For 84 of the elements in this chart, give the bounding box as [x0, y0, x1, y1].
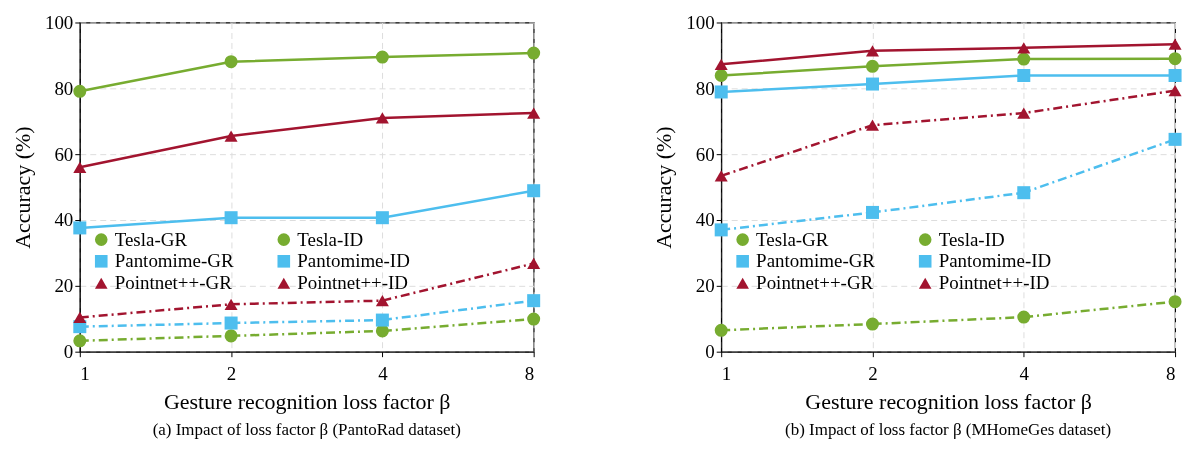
y-tick-label: 40: [54, 209, 74, 231]
point: [224, 316, 238, 330]
point: [527, 184, 541, 198]
point: [1017, 186, 1031, 200]
y-tick-label: 20: [54, 275, 74, 297]
y-tick-label: 60: [54, 143, 74, 165]
point: [1168, 52, 1182, 66]
x-tick-label: 8: [1166, 363, 1176, 385]
point: [865, 59, 879, 73]
point: [375, 313, 389, 327]
point: [714, 69, 728, 82]
point: [224, 329, 238, 343]
x-tick-label: 4: [1019, 363, 1030, 385]
point: [527, 46, 541, 60]
point: [73, 221, 87, 235]
y-axis-title: Accuracy (%): [9, 126, 35, 249]
point: [865, 317, 879, 331]
point: [1168, 132, 1182, 146]
point: [527, 312, 541, 326]
legend-label: Tesla-ID: [297, 228, 364, 250]
x-tick-label: 2: [868, 363, 878, 385]
point: [527, 257, 541, 270]
point: [714, 223, 728, 237]
point: [1168, 68, 1182, 82]
point: [527, 294, 541, 308]
point: [1017, 68, 1031, 82]
x-axis-title: Gesture recognition loss factor β: [163, 389, 451, 415]
y-tick-label: 100: [44, 11, 74, 33]
point: [714, 170, 728, 182]
legend-label: Pointnet++-ID: [297, 272, 409, 294]
legend-label: Tesla-ID: [938, 228, 1005, 250]
legend-label: Pantomime-ID: [938, 250, 1052, 272]
y-tick-label: 20: [695, 275, 715, 297]
x-tick-label: 2: [226, 363, 237, 385]
x-tick-label: 1: [80, 363, 90, 385]
y-tick-label: 80: [695, 77, 715, 99]
point: [73, 84, 87, 98]
point: [1017, 107, 1031, 119]
point: [73, 161, 87, 173]
point: [1017, 52, 1031, 66]
text: (b) Impact of loss factor β (MHomeGes dataset): [785, 420, 1112, 440]
legend-label: Tesla-GR: [114, 228, 188, 250]
point: [865, 77, 879, 91]
y-tick-label: 0: [63, 341, 74, 363]
point: [375, 295, 389, 307]
point: [73, 334, 87, 348]
point: [714, 85, 728, 99]
x-tick-label: 8: [524, 363, 535, 385]
point: [865, 45, 879, 57]
point: [73, 311, 87, 324]
point: [224, 130, 238, 142]
point: [1017, 42, 1031, 54]
point: [1017, 310, 1031, 324]
y-tick-label: 40: [695, 209, 715, 231]
y-tick-label: 80: [54, 77, 74, 99]
legend-label: Pantomime-GR: [114, 250, 234, 272]
point: [224, 298, 238, 310]
legend-label: Tesla-GR: [756, 228, 829, 250]
y-tick-label: 0: [705, 341, 715, 363]
point: [375, 112, 389, 124]
point: [375, 50, 389, 64]
x-axis-title: Gesture recognition loss factor β: [805, 389, 1092, 415]
point: [527, 107, 541, 119]
point: [714, 58, 728, 70]
x-tick-label: 4: [378, 363, 389, 385]
legend-label: Pointnet++-GR: [114, 272, 233, 294]
point: [1168, 295, 1182, 309]
point: [865, 205, 879, 219]
point: [1168, 85, 1182, 97]
legend-label: Pointnet++-ID: [938, 272, 1050, 294]
legend-label: Pantomime-ID: [297, 250, 410, 272]
point: [224, 55, 238, 69]
point: [865, 119, 879, 131]
point: [375, 211, 389, 225]
y-tick-label: 100: [686, 11, 715, 33]
legend-label: Pointnet++-GR: [756, 272, 874, 294]
legend-label: Pantomime-GR: [756, 250, 876, 272]
point: [224, 211, 238, 225]
y-axis-title: Accuracy (%): [651, 126, 677, 249]
x-tick-label: 1: [721, 363, 732, 385]
point: [714, 323, 728, 337]
y-tick-label: 60: [695, 143, 715, 165]
point: [1168, 38, 1182, 50]
text: (a) Impact of loss factor β (PantoRad dataset): [152, 420, 461, 440]
